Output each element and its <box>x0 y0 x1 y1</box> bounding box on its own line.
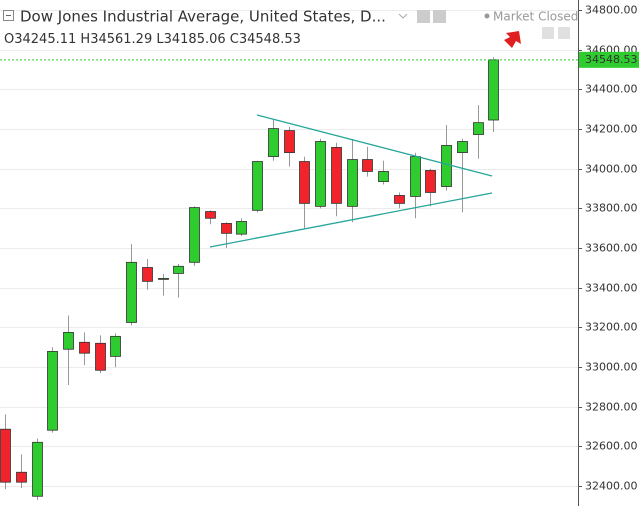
candle-body <box>205 211 216 219</box>
last-price-tag <box>579 51 639 68</box>
ohlc-value: 34561.29 <box>90 32 152 47</box>
price-axis: 32400.00 32600.00 32800.00 33000.00 33200.00… <box>578 4 639 493</box>
y-tick-label: 33000.00 <box>585 361 638 374</box>
candle-body <box>110 335 121 357</box>
red-arrow <box>504 31 521 48</box>
status-dot <box>484 13 490 19</box>
candle-body <box>378 171 389 182</box>
candle-body <box>189 207 200 263</box>
candle-body <box>221 223 232 234</box>
candle-body <box>158 277 169 280</box>
candle-body <box>16 471 27 483</box>
ohlc-legend: O34245.11 H34561.29 L34185.06 C34548.53 <box>4 32 301 47</box>
y-tick-label: 34200.00 <box>585 123 638 136</box>
settings-icon[interactable] <box>417 10 430 23</box>
candle-body <box>488 59 499 121</box>
candle-body <box>473 122 484 135</box>
candle-body <box>236 221 247 235</box>
candle-body <box>284 130 295 153</box>
market-status: Market Closed <box>493 10 578 24</box>
dropdown-icon[interactable] <box>398 13 408 19</box>
candle-body <box>441 145 452 187</box>
candle-body <box>32 441 43 497</box>
ohlc-letter: L <box>156 32 164 47</box>
candle-body <box>0 428 11 483</box>
last-price-label: 34548.53 <box>585 53 638 66</box>
y-tick-label: 34400.00 <box>585 83 638 96</box>
candle-body <box>394 195 405 204</box>
y-tick-label: 34000.00 <box>585 163 638 176</box>
y-tick-label: 33600.00 <box>585 242 638 255</box>
ohlc-value: 34185.06 <box>164 32 226 47</box>
candle-body <box>362 159 373 172</box>
y-tick-label: 32600.00 <box>585 440 638 453</box>
candle-body <box>410 156 421 197</box>
candle-body <box>299 161 310 204</box>
candle-body <box>126 261 137 323</box>
arrow-button[interactable] <box>558 27 570 39</box>
arrow-button[interactable] <box>542 27 554 39</box>
y-tick-label: 32800.00 <box>585 401 638 414</box>
ohlc-value: 34548.53 <box>239 32 301 47</box>
candle-body <box>425 170 436 193</box>
candle-body <box>173 265 184 274</box>
y-tick-label: 33200.00 <box>585 321 638 334</box>
y-tick-label: 34800.00 <box>585 4 638 17</box>
plot <box>0 57 578 501</box>
trend-line <box>209 192 493 248</box>
chart-title: Dow Jones Industrial Average, United Sta… <box>20 8 386 26</box>
ohlc-letter: C <box>230 32 239 47</box>
trend-line <box>256 114 493 177</box>
candle-body <box>63 331 74 350</box>
y-tick-label: 32400.00 <box>585 480 638 493</box>
y-tick-label: 33400.00 <box>585 282 638 295</box>
candle-body <box>79 341 90 354</box>
candle-body <box>95 342 106 371</box>
ohlc-value: 34245.11 <box>14 32 76 47</box>
ohlc-letter: H <box>80 32 90 47</box>
close-icon[interactable] <box>433 10 446 23</box>
candle-body <box>457 141 468 153</box>
candle-body <box>331 147 342 204</box>
candle-body <box>142 267 153 282</box>
candle-body <box>315 141 326 207</box>
candle-body <box>268 128 279 157</box>
candle-body <box>347 159 358 207</box>
y-tick-label: 33800.00 <box>585 202 638 215</box>
candle-body <box>252 161 263 211</box>
ohlc-letter: O <box>4 32 14 47</box>
candle-body <box>47 351 58 431</box>
